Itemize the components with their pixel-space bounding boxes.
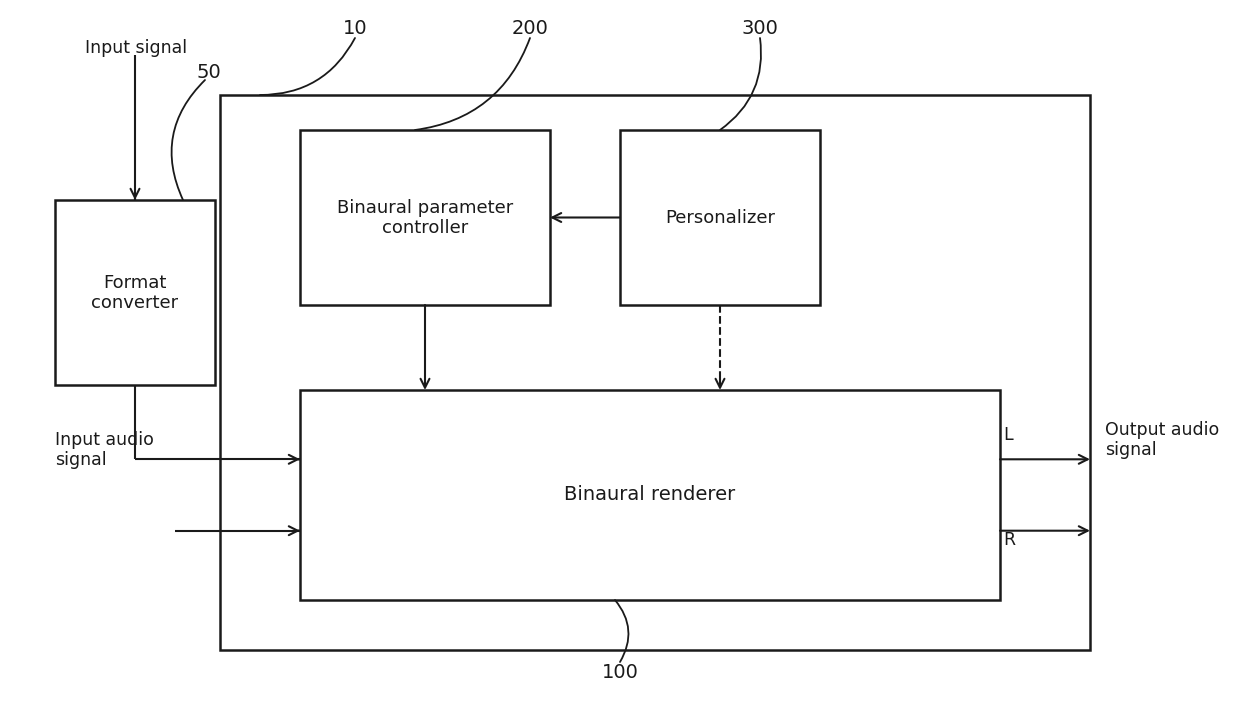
Bar <box>219 95 1090 650</box>
Text: 200: 200 <box>512 19 548 37</box>
Text: Binaural parameter
controller: Binaural parameter controller <box>337 198 513 238</box>
Text: L: L <box>1003 426 1013 444</box>
Text: Personalizer: Personalizer <box>665 209 775 227</box>
Text: 50: 50 <box>197 62 222 82</box>
Text: 10: 10 <box>342 19 367 37</box>
Text: 100: 100 <box>601 662 639 682</box>
Bar <box>620 130 820 305</box>
Bar <box>300 130 551 305</box>
Bar <box>300 390 999 600</box>
Text: Format
converter: Format converter <box>92 274 179 312</box>
Text: Binaural renderer: Binaural renderer <box>564 485 735 505</box>
Bar <box>55 200 215 385</box>
Text: R: R <box>1003 531 1016 549</box>
Text: Output audio
signal: Output audio signal <box>1105 420 1219 460</box>
Text: 300: 300 <box>742 19 779 37</box>
Text: Input signal: Input signal <box>86 39 187 57</box>
Text: Input audio
signal: Input audio signal <box>55 430 154 470</box>
